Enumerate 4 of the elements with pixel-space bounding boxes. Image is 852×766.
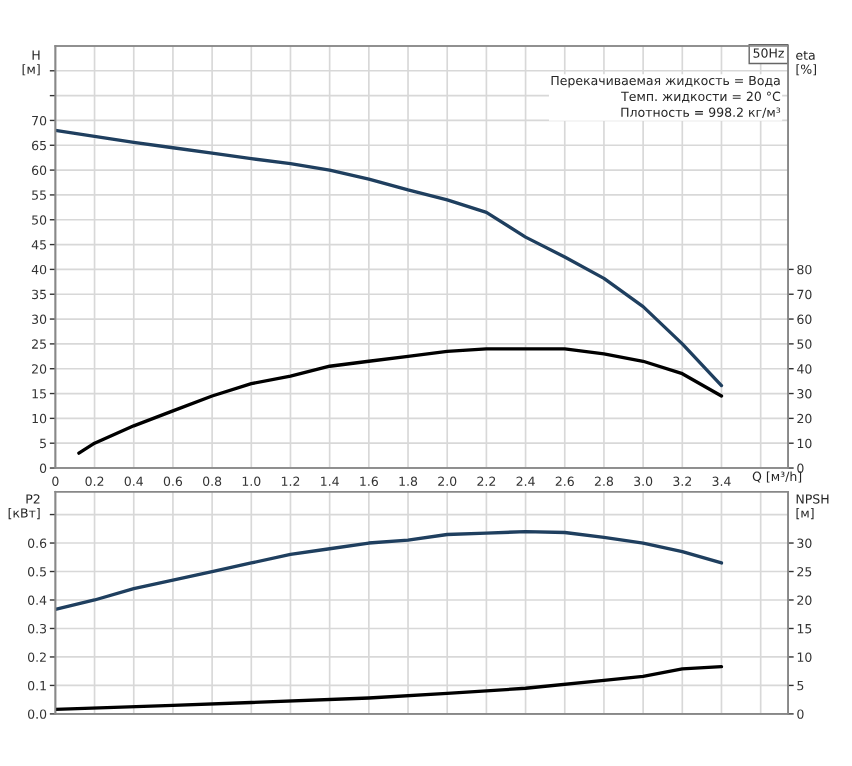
- line-series: [55, 664, 724, 712]
- line-series: [55, 128, 724, 388]
- line-series: [77, 347, 724, 455]
- line-series: [55, 529, 724, 612]
